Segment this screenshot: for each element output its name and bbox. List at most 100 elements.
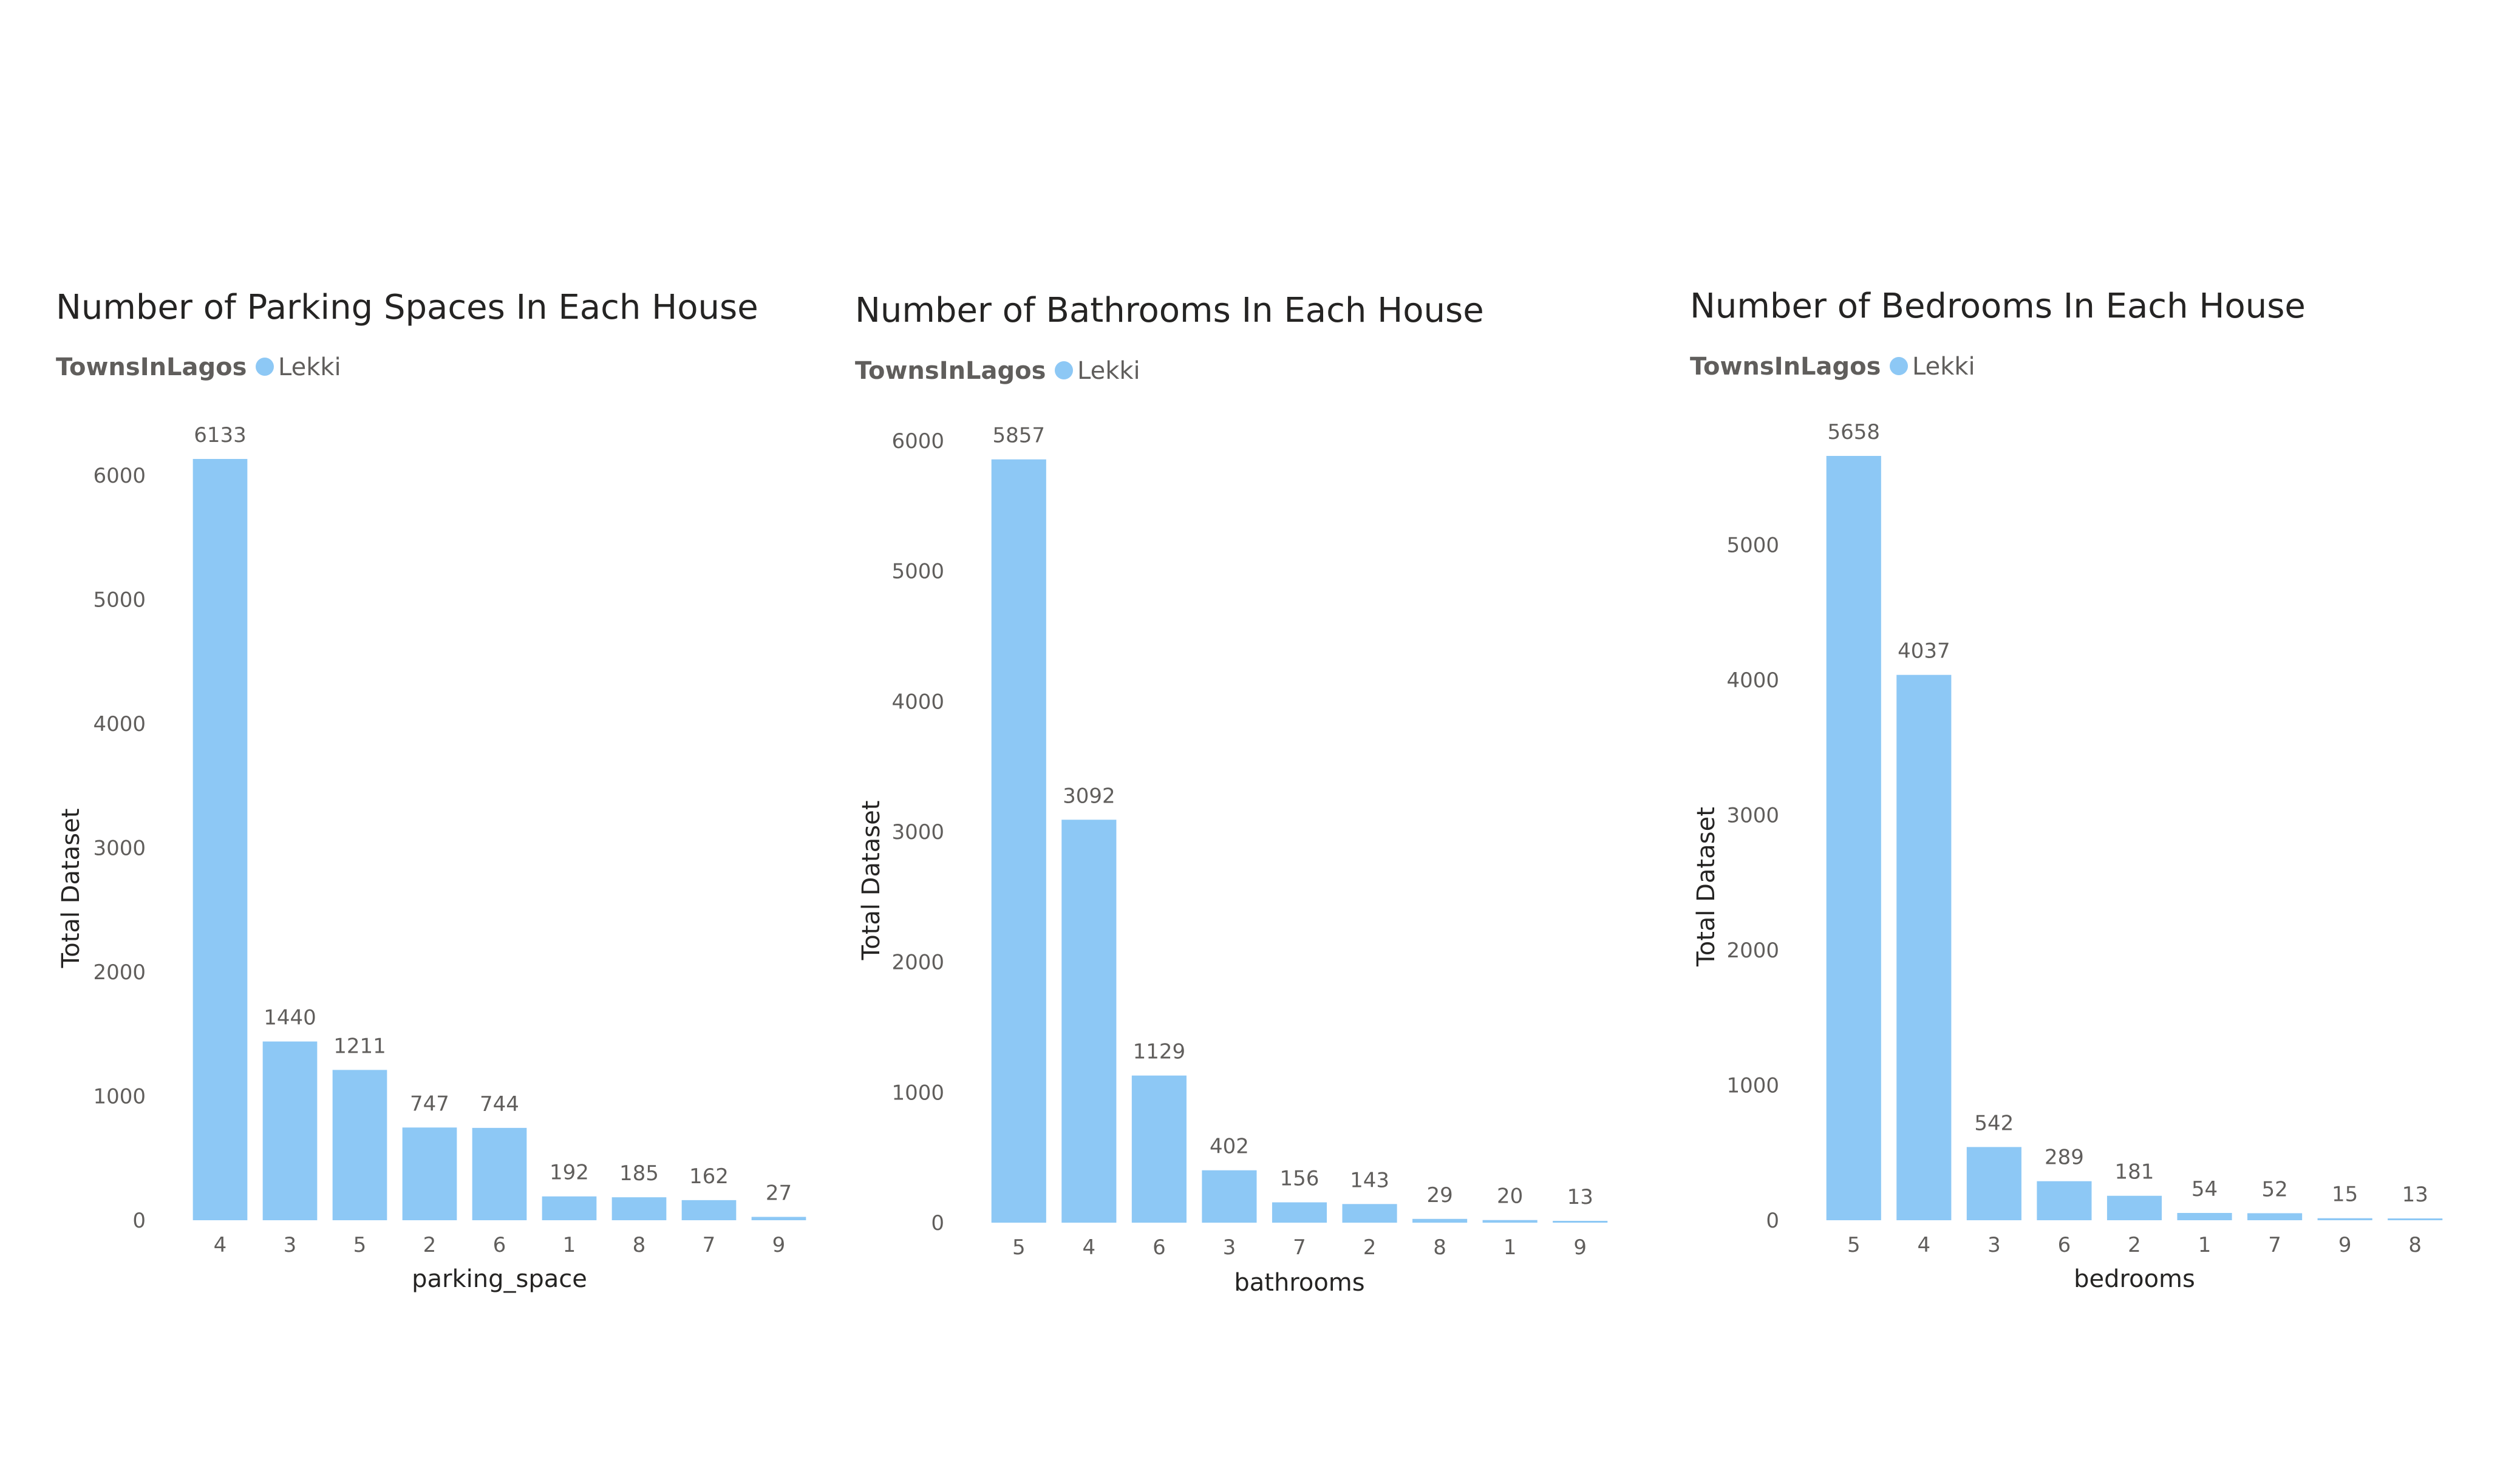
x-tick-label: 3	[1987, 1233, 2001, 1257]
x-tick-label: 1	[2198, 1233, 2212, 1257]
data-label: 402	[1210, 1135, 1249, 1159]
data-label: 1129	[1133, 1040, 1186, 1064]
bar[interactable]	[991, 459, 1046, 1223]
x-tick-label: 6	[493, 1233, 506, 1257]
data-label: 1440	[264, 1006, 316, 1030]
data-label: 156	[1280, 1167, 1320, 1191]
bar[interactable]	[472, 1127, 527, 1220]
data-label: 6133	[194, 423, 247, 447]
x-tick-label: 5	[1012, 1235, 1026, 1260]
x-tick-label: 9	[772, 1233, 786, 1257]
bar[interactable]	[611, 1197, 667, 1220]
legend-marker	[1890, 357, 1908, 375]
y-tick-label: 0	[931, 1211, 944, 1235]
y-tick-label: 1000	[93, 1085, 146, 1109]
bar[interactable]	[2037, 1181, 2092, 1220]
x-tick-label: 4	[214, 1233, 227, 1257]
bar[interactable]	[1896, 674, 1952, 1220]
x-tick-label: 8	[1433, 1235, 1446, 1260]
bar[interactable]	[1553, 1221, 1608, 1223]
chart-title: Number of Bedrooms In Each House	[1690, 287, 2306, 326]
y-tick-label: 5000	[891, 560, 944, 584]
x-axis-title: parking_space	[412, 1265, 587, 1293]
x-tick-label: 2	[1363, 1235, 1377, 1260]
data-label: 747	[410, 1092, 449, 1116]
data-label: 52	[2261, 1177, 2287, 1201]
x-tick-label: 6	[2058, 1233, 2071, 1257]
bar[interactable]	[681, 1200, 737, 1220]
bar[interactable]	[542, 1196, 597, 1220]
data-label: 1211	[333, 1034, 386, 1058]
data-label: 5857	[993, 424, 1046, 448]
y-tick-label: 4000	[93, 712, 146, 736]
legend-marker	[256, 358, 274, 376]
bar[interactable]	[192, 459, 248, 1220]
bar[interactable]	[1412, 1218, 1468, 1223]
y-axis-title: Total Dataset	[1692, 807, 1720, 967]
legend-item-label: Lekki	[1912, 353, 1975, 381]
y-tick-label: 0	[132, 1209, 146, 1233]
bar[interactable]	[262, 1041, 318, 1220]
bar[interactable]	[2388, 1218, 2443, 1220]
x-tick-label: 2	[2128, 1233, 2141, 1257]
bar[interactable]	[1966, 1147, 2021, 1220]
x-tick-label: 5	[353, 1233, 367, 1257]
bar[interactable]	[751, 1217, 806, 1220]
bar[interactable]	[2317, 1218, 2372, 1220]
bar[interactable]	[1061, 820, 1117, 1223]
bar[interactable]	[2106, 1195, 2162, 1220]
legend-item-label: Lekki	[278, 353, 341, 381]
legend-title: TownsInLagos	[1690, 353, 1881, 381]
bar[interactable]	[2247, 1213, 2303, 1220]
data-label: 162	[689, 1164, 729, 1189]
y-tick-label: 1000	[891, 1081, 944, 1105]
y-axis-title: Total Dataset	[857, 801, 885, 961]
data-label: 27	[766, 1181, 792, 1205]
bar[interactable]	[1826, 456, 1881, 1220]
x-tick-label: 1	[563, 1233, 576, 1257]
data-label: 192	[550, 1161, 589, 1185]
data-label: 744	[480, 1092, 519, 1116]
bar[interactable]	[1342, 1204, 1397, 1223]
data-label: 542	[1974, 1111, 2014, 1135]
chart-title: Number of Bathrooms In Each House	[855, 291, 1484, 330]
bar[interactable]	[2177, 1212, 2232, 1220]
x-tick-label: 3	[1223, 1235, 1236, 1260]
data-label: 13	[1567, 1185, 1593, 1209]
data-label: 20	[1497, 1184, 1523, 1209]
y-tick-label: 5000	[1726, 533, 1779, 557]
x-tick-label: 1	[1503, 1235, 1517, 1260]
bar[interactable]	[1482, 1220, 1538, 1223]
data-label: 15	[2332, 1183, 2358, 1207]
bar[interactable]	[1272, 1202, 1327, 1223]
x-tick-label: 6	[1153, 1235, 1166, 1260]
x-axis-title: bedrooms	[2074, 1265, 2195, 1293]
data-label: 181	[2115, 1160, 2154, 1184]
x-tick-label: 7	[703, 1233, 716, 1257]
bar[interactable]	[402, 1127, 457, 1220]
chart-panel-1: Number of Parking Spaces In Each House To…	[56, 288, 806, 1293]
x-tick-label: 3	[284, 1233, 297, 1257]
x-tick-label: 4	[1083, 1235, 1096, 1260]
x-tick-label: 8	[633, 1233, 646, 1257]
y-tick-label: 2000	[891, 951, 944, 975]
data-label: 5658	[1828, 420, 1881, 444]
y-tick-label: 4000	[1726, 668, 1779, 693]
bar[interactable]	[1131, 1075, 1187, 1223]
data-label: 3092	[1063, 784, 1115, 808]
bar[interactable]	[332, 1070, 387, 1220]
x-tick-label: 8	[2408, 1233, 2422, 1257]
data-label: 54	[2191, 1177, 2218, 1201]
bar[interactable]	[1202, 1170, 1257, 1223]
data-label: 185	[619, 1161, 659, 1186]
y-tick-label: 3000	[891, 820, 944, 844]
x-tick-label: 2	[423, 1233, 437, 1257]
y-tick-label: 0	[1766, 1209, 1779, 1233]
y-tick-label: 5000	[93, 588, 146, 613]
y-tick-label: 1000	[1726, 1073, 1779, 1098]
y-tick-label: 6000	[891, 429, 944, 453]
x-axis-title: bathrooms	[1234, 1269, 1364, 1297]
y-tick-label: 2000	[1726, 939, 1779, 963]
y-tick-label: 6000	[93, 464, 146, 488]
